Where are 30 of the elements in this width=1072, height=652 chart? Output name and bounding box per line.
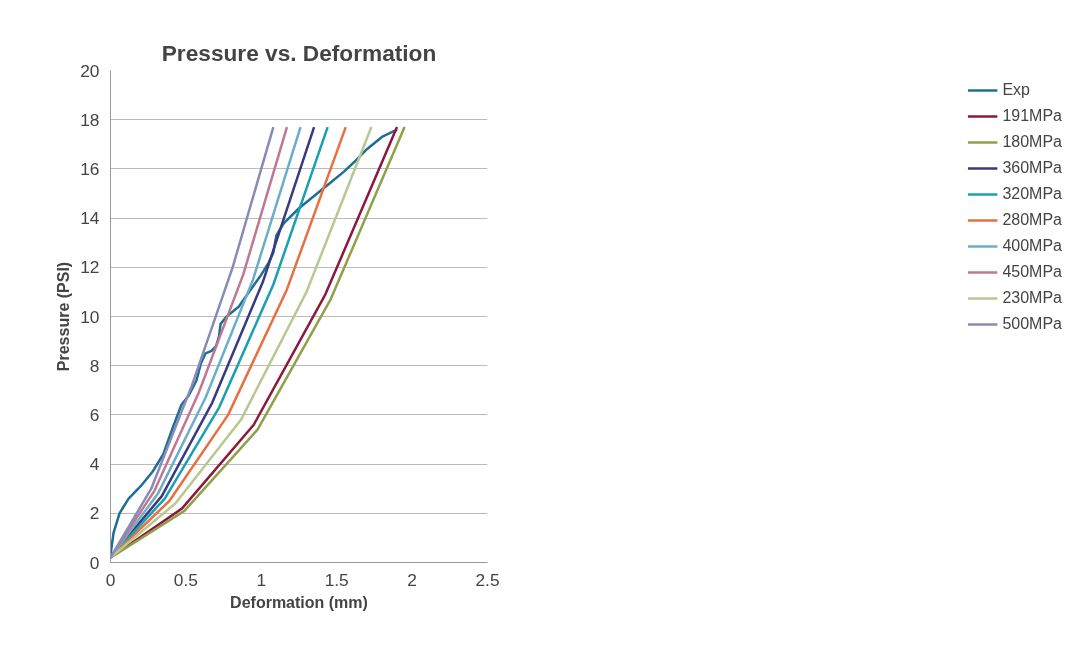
y-tick-label: 18 [80, 109, 100, 130]
x-tick-label: 0 [105, 569, 116, 590]
x-tick-label: 2.5 [475, 569, 500, 590]
chart-title: Pressure vs. Deformation [161, 39, 437, 66]
y-tick-label: 2 [89, 503, 100, 524]
legend-label: Exp [1002, 81, 1030, 99]
x-tick-label: 0.5 [173, 569, 198, 590]
legend-label: 400MPa [1002, 237, 1062, 255]
y-tick-label: 14 [80, 208, 100, 229]
x-axis-title: Deformation (mm) [230, 593, 368, 611]
y-tick-label: 16 [80, 158, 100, 179]
x-tick-label: 1.5 [324, 569, 349, 590]
legend-label: 191MPa [1002, 107, 1062, 125]
y-tick-label: 6 [89, 404, 100, 425]
legend-label: 230MPa [1002, 289, 1062, 307]
legend-label: 320MPa [1002, 185, 1062, 203]
legend-label: 360MPa [1002, 159, 1062, 177]
legend-label: 450MPa [1002, 263, 1062, 281]
y-tick-label: 8 [89, 355, 100, 376]
y-tick-label: 10 [80, 306, 100, 327]
x-tick-label: 2 [407, 569, 417, 590]
y-tick-label: 0 [89, 552, 100, 573]
legend-label: 280MPa [1002, 211, 1062, 229]
legend-label: 500MPa [1002, 315, 1062, 333]
y-tick-label: 12 [80, 257, 100, 278]
legend-label: 180MPa [1002, 133, 1062, 151]
y-tick-label: 4 [89, 454, 100, 475]
x-tick-label: 1 [256, 569, 267, 590]
y-tick-label: 20 [80, 60, 100, 81]
y-axis-title: Pressure (PSI) [55, 261, 73, 372]
